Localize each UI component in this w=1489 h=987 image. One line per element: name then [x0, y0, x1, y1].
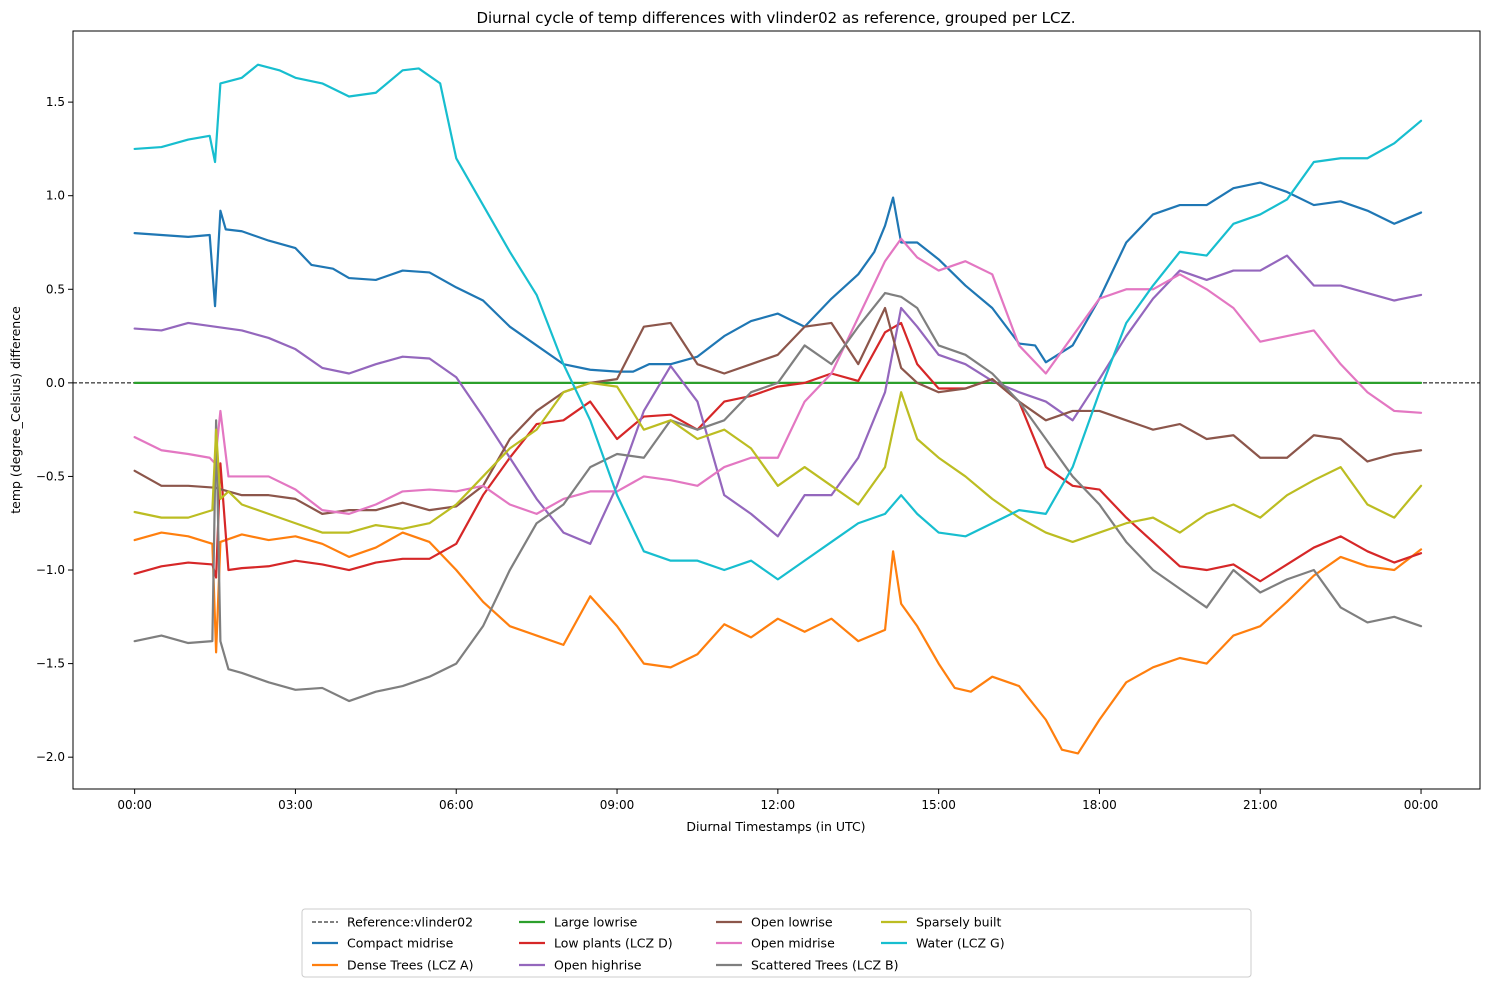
legend-entry-open-midrise: Open midrise [716, 936, 835, 951]
legend-label: Compact midrise [347, 936, 454, 951]
series-line-open-midrise [133, 237, 1423, 515]
chart-title: Diurnal cycle of temp differences with v… [476, 9, 1075, 27]
series-line-scattered-trees-lcz-b [133, 291, 1423, 703]
y-tick-label: −0.5 [36, 469, 65, 483]
legend-entry-reference-vlinder02: Reference:vlinder02 [312, 915, 473, 930]
plot-frame [72, 30, 1481, 790]
series-line-dense-trees-lcz-a [133, 531, 1423, 755]
series-line-low-plants-lcz-d [133, 321, 1423, 583]
x-tick-label: 09:00 [600, 798, 635, 812]
legend-entry-open-highrise: Open highrise [519, 958, 642, 973]
y-tick-label: −2.0 [36, 750, 65, 764]
x-tick-label: 00:00 [1404, 798, 1439, 812]
legend-label: Open highrise [554, 958, 642, 973]
x-tick-label: 18:00 [1082, 798, 1117, 812]
legend-entry-compact-midrise: Compact midrise [312, 936, 454, 951]
x-axis-title: Diurnal Timestamps (in UTC) [686, 819, 865, 834]
series-line-open-lowrise [133, 306, 1423, 515]
legend-label: Scattered Trees (LCZ B) [751, 958, 899, 973]
legend-entry-water-lcz-g: Water (LCZ G) [881, 936, 1005, 951]
series-line-sparsely-built [133, 381, 1423, 544]
legend-label: Open lowrise [751, 915, 833, 930]
legend-box [301, 908, 1252, 978]
x-tick-label: 06:00 [439, 798, 474, 812]
y-tick-label: 1.5 [46, 95, 65, 109]
series-layer [73, 63, 1480, 755]
series-line-compact-midrise [133, 181, 1423, 373]
legend-entry-scattered-trees-lcz-b: Scattered Trees (LCZ B) [716, 958, 899, 973]
series-line-open-highrise [133, 254, 1423, 545]
x-tick-label: 21:00 [1243, 798, 1278, 812]
legend-entry-sparsely-built: Sparsely built [881, 915, 1002, 930]
legend-label: Open midrise [751, 936, 835, 951]
legend-label: Large lowrise [554, 915, 638, 930]
legend-entry-large-lowrise: Large lowrise [519, 915, 638, 930]
y-tick-label: −1.0 [36, 563, 65, 577]
x-tick-label: 15:00 [921, 798, 956, 812]
legend-label: Low plants (LCZ D) [554, 936, 673, 951]
legend-label: Water (LCZ G) [916, 936, 1005, 951]
legend-entry-low-plants-lcz-d: Low plants (LCZ D) [519, 936, 673, 951]
axes-layer: 00:00 03:00 06:00 09:00 12:00 15:00 18:00 21:00… [36, 30, 1481, 812]
legend: Reference:vlinder02 Compact midrise Dense … [301, 908, 1252, 978]
y-tick-label: −1.5 [36, 657, 65, 671]
x-tick-label: 00:00 [117, 798, 152, 812]
y-tick-label: 0.0 [46, 376, 65, 390]
legend-label: Sparsely built [916, 915, 1002, 930]
y-axis-title: temp (degree_Celsius) difference [8, 306, 23, 514]
legend-entry-open-lowrise: Open lowrise [716, 915, 833, 930]
y-tick-label: 0.5 [46, 282, 65, 296]
legend-label: Dense Trees (LCZ A) [347, 958, 473, 973]
y-tick-label: 1.0 [46, 189, 65, 203]
x-tick-label: 12:00 [761, 798, 796, 812]
series-line-water-lcz-g [133, 63, 1423, 581]
x-tick-label: 03:00 [278, 798, 313, 812]
legend-label: Reference:vlinder02 [347, 915, 473, 930]
legend-entry-dense-trees-lcz-a: Dense Trees (LCZ A) [312, 958, 473, 973]
